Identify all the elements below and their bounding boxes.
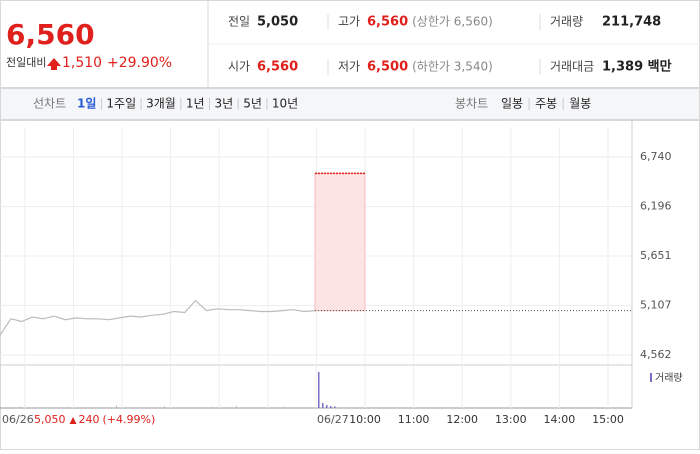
price-range-box bbox=[314, 172, 366, 312]
volume-bar bbox=[284, 406, 285, 408]
stat-value: 1,389 백만 bbox=[602, 59, 672, 75]
volume-bar bbox=[188, 407, 189, 408]
tab[interactable]: 월봉 bbox=[569, 97, 591, 111]
volume-legend-swatch bbox=[650, 373, 652, 382]
tab[interactable]: 10년 bbox=[272, 97, 298, 111]
volume-bar bbox=[44, 407, 45, 408]
tab-group-label: 선차트 bbox=[33, 97, 66, 111]
volume-bar bbox=[318, 372, 320, 408]
x-tick-label: 13:00 bbox=[495, 413, 527, 426]
tab[interactable]: 3개월 bbox=[146, 97, 176, 111]
x-tick-label: 10:00 bbox=[349, 413, 381, 426]
date-label: 06/26 bbox=[2, 413, 34, 426]
price: 6,560 bbox=[6, 18, 95, 51]
y-tick-label: 6,196 bbox=[640, 199, 672, 212]
tab[interactable]: 일봉 bbox=[501, 97, 523, 111]
stat-label: 거래대금 bbox=[550, 60, 594, 74]
tab-bar bbox=[0, 88, 700, 120]
volume-bar bbox=[164, 406, 165, 408]
stat-note: (상한가 6,560) bbox=[412, 15, 493, 29]
stat-label: 저가 bbox=[338, 60, 360, 74]
date-label: 06/27 bbox=[317, 413, 349, 426]
volume-bar bbox=[322, 403, 324, 408]
change: 1,510 bbox=[62, 55, 102, 71]
x-tick-label: 11:00 bbox=[398, 413, 430, 426]
footer-arrow bbox=[69, 417, 77, 424]
volume-bar bbox=[140, 407, 141, 408]
volume-bar bbox=[212, 406, 213, 408]
volume-bar bbox=[326, 405, 328, 408]
tab-group-label: 봉차트 bbox=[455, 97, 488, 111]
volume-bar bbox=[20, 406, 21, 408]
footer-change: 240 bbox=[79, 413, 100, 426]
change-label: 전일대비 bbox=[6, 55, 46, 69]
stat-label: 전일 bbox=[228, 15, 250, 29]
price-line bbox=[0, 299, 316, 336]
volume-bar bbox=[68, 406, 69, 408]
stat-label: 고가 bbox=[338, 15, 360, 29]
x-tick-label: 14:00 bbox=[544, 413, 576, 426]
tab[interactable]: 3년 bbox=[215, 97, 234, 111]
change-pct: +29.90% bbox=[107, 55, 172, 71]
stat-note: (하한가 3,540) bbox=[412, 60, 493, 74]
volume-bar bbox=[334, 406, 336, 408]
volume-bar bbox=[260, 407, 261, 408]
tab[interactable]: 주봉 bbox=[535, 97, 557, 111]
volume-bar bbox=[330, 406, 332, 408]
footer-close: 5,050 bbox=[34, 413, 66, 426]
volume-bar bbox=[236, 405, 237, 408]
stat-value: 211,748 bbox=[602, 15, 661, 30]
tab[interactable]: 1주일 bbox=[106, 97, 136, 111]
volume-bar bbox=[116, 405, 117, 408]
up-arrow bbox=[47, 58, 61, 70]
stat-value: 5,050 bbox=[257, 15, 298, 30]
stat-label: 시가 bbox=[228, 60, 250, 74]
x-tick-label: 12:00 bbox=[446, 413, 478, 426]
x-tick-label: 15:00 bbox=[592, 413, 624, 426]
stat-value: 6,560 bbox=[367, 15, 408, 30]
y-tick-label: 5,651 bbox=[640, 249, 672, 262]
y-tick-label: 4,562 bbox=[640, 348, 672, 361]
volume-legend: 거래량 bbox=[655, 372, 683, 384]
tab[interactable]: 1년 bbox=[186, 97, 205, 111]
y-tick-label: 6,740 bbox=[640, 150, 672, 163]
tab[interactable]: 1일 bbox=[77, 97, 96, 111]
y-tick-label: 5,107 bbox=[640, 298, 672, 311]
stat-label: 거래량 bbox=[550, 15, 583, 29]
tab[interactable]: 5년 bbox=[243, 97, 262, 111]
stat-value: 6,560 bbox=[257, 60, 298, 75]
volume-bar bbox=[92, 407, 93, 408]
footer-pct: (+4.99%) bbox=[103, 413, 156, 426]
stat-value: 6,500 bbox=[367, 60, 408, 75]
